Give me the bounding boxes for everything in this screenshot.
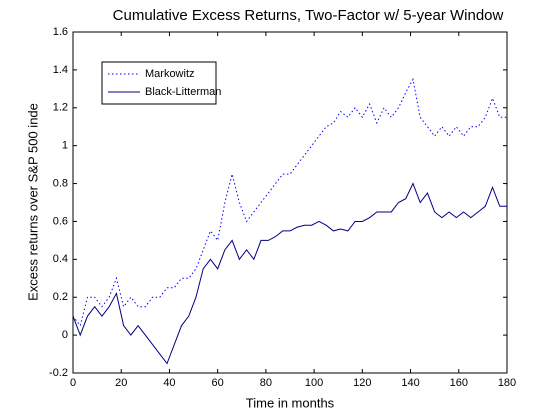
x-tick-label: 60 xyxy=(212,377,224,389)
y-tick-label: 1 xyxy=(62,140,68,152)
y-tick-label: 0.8 xyxy=(53,177,68,189)
y-tick-label: 0.6 xyxy=(53,215,68,227)
y-tick-label: 1.2 xyxy=(53,102,68,114)
series-line xyxy=(72,77,507,327)
x-tick-label: 0 xyxy=(70,377,76,389)
y-tick-label: 0.2 xyxy=(53,291,68,303)
legend-box xyxy=(101,61,217,105)
x-tick-label: 140 xyxy=(401,377,419,389)
x-tick-label: 180 xyxy=(498,377,516,389)
y-tick-label: -0.2 xyxy=(49,367,68,379)
y-tick-label: 1.6 xyxy=(53,26,68,38)
legend-label: Markowitz xyxy=(145,68,195,80)
series-line xyxy=(72,182,507,365)
x-tick-label: 100 xyxy=(305,377,323,389)
x-tick-label: 40 xyxy=(163,377,175,389)
x-tick-label: 160 xyxy=(450,377,468,389)
y-axis-label: Excess returns over S&P 500 inde xyxy=(25,103,40,301)
y-tick-label: 1.4 xyxy=(53,64,68,76)
legend-label: Black-Litterman xyxy=(145,86,221,98)
x-axis-label: Time in months xyxy=(246,395,335,410)
y-tick-label: 0 xyxy=(62,329,68,341)
y-tick-label: 0.4 xyxy=(53,253,68,265)
x-tick-label: 20 xyxy=(115,377,127,389)
x-tick-label: 80 xyxy=(260,377,272,389)
chart-title: Cumulative Excess Returns, Two-Factor w/… xyxy=(113,7,504,24)
x-tick-label: 120 xyxy=(353,377,371,389)
